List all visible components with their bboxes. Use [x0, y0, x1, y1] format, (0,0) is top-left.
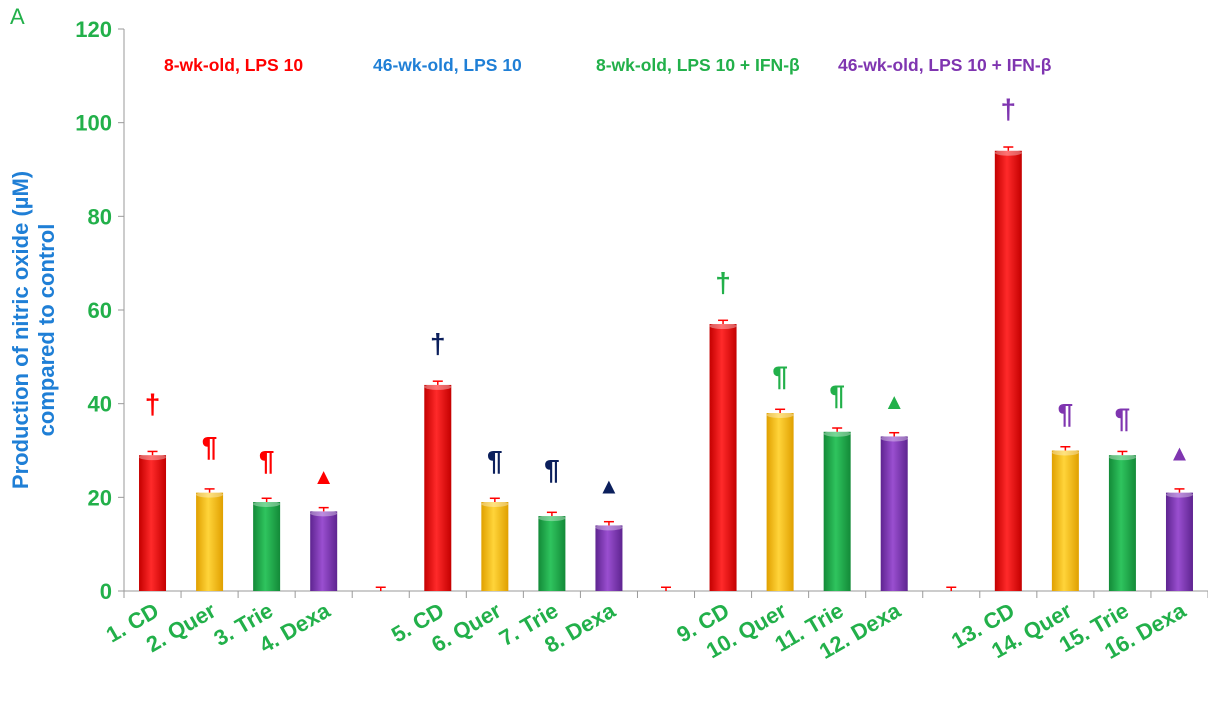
significance-marker: † [430, 328, 446, 359]
bar-top-highlight [823, 430, 851, 437]
bar-top-highlight [196, 491, 224, 498]
significance-marker: † [715, 267, 731, 298]
y-tick-label: 40 [88, 392, 112, 417]
legend-entry: 8-wk-old, LPS 10 + IFN-β [596, 55, 800, 75]
legend-entry: 46-wk-old, LPS 10 + IFN-β [838, 55, 1052, 75]
bar [310, 511, 338, 591]
significance-marker: ▲ [1169, 441, 1191, 466]
panel-letter: A [10, 4, 25, 29]
y-tick-label: 100 [75, 111, 112, 136]
bar [424, 384, 452, 591]
significance-marker: ▲ [883, 389, 905, 414]
y-tick-label: 120 [75, 17, 112, 42]
significance-marker: ¶ [202, 431, 218, 462]
significance-marker: ¶ [487, 445, 503, 476]
bar [538, 516, 566, 591]
bar-top-highlight [424, 383, 452, 390]
bar [139, 455, 167, 591]
legend-entry: 46-wk-old, LPS 10 [373, 55, 522, 75]
bar-top-highlight [994, 149, 1022, 156]
bar-top-highlight [481, 501, 509, 508]
bar-top-highlight [538, 515, 566, 522]
significance-marker: ¶ [1115, 403, 1131, 434]
significance-marker: † [145, 389, 161, 420]
y-tick-label: 20 [88, 485, 112, 510]
bar-top-highlight [595, 524, 623, 531]
bar-top-highlight [139, 454, 167, 461]
bars [139, 146, 1193, 591]
significance-marker: ▲ [598, 473, 620, 498]
y-tick-label: 0 [100, 579, 112, 604]
bar [1108, 455, 1136, 591]
bar [823, 431, 851, 591]
significance-marker: ¶ [829, 379, 845, 410]
legend-entry: 8-wk-old, LPS 10 [164, 55, 303, 75]
bar [481, 502, 509, 591]
bar [709, 324, 737, 591]
bar-top-highlight [880, 435, 908, 442]
significance-marker: ¶ [1058, 398, 1074, 429]
bar-top-highlight [253, 501, 281, 508]
bar-top-highlight [310, 510, 338, 517]
bar [1051, 450, 1079, 591]
bar [880, 436, 908, 591]
bar-top-highlight [709, 323, 737, 330]
bar-top-highlight [1165, 491, 1193, 498]
significance-marker: ¶ [544, 454, 560, 485]
significance-marker: ▲ [313, 464, 335, 489]
significance-marker: † [1001, 94, 1017, 125]
bar [196, 492, 224, 591]
bar [595, 525, 623, 591]
y-tick-label: 80 [88, 204, 112, 229]
bar-top-highlight [1108, 454, 1136, 461]
bar [1165, 492, 1193, 591]
bar [253, 502, 281, 591]
bar [766, 413, 794, 591]
annotations: † ¶ ¶ ▲ † ¶ ¶ ▲ † ¶ ¶ ▲ † ¶ ¶ ▲ [145, 94, 1191, 499]
bar [994, 150, 1022, 591]
y-tick-label: 60 [88, 298, 112, 323]
bar-top-highlight [766, 412, 794, 419]
significance-marker: ¶ [772, 361, 788, 392]
significance-marker: ¶ [259, 445, 275, 476]
legend: 8-wk-old, LPS 10 46-wk-old, LPS 10 8-wk-ol… [164, 55, 1052, 75]
bar-top-highlight [1051, 449, 1079, 456]
